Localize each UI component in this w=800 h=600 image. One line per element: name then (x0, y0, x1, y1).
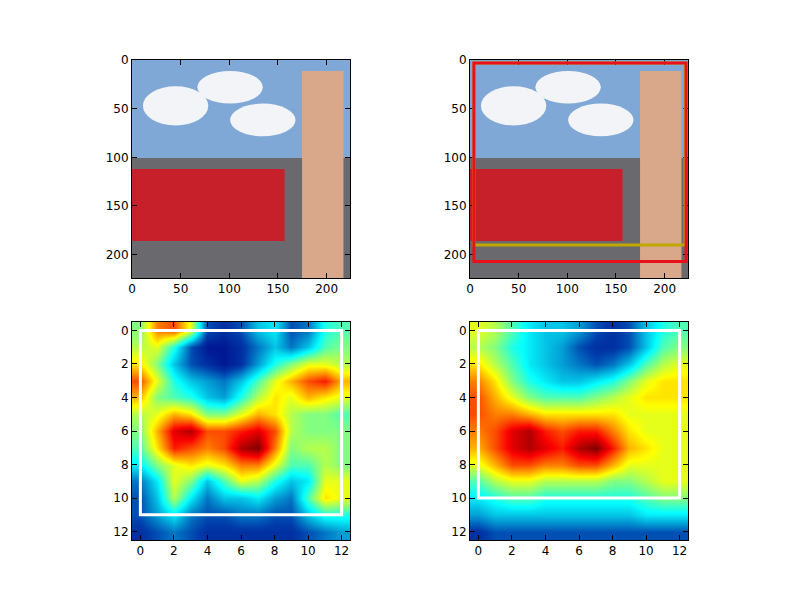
svg-text:6: 6 (237, 544, 245, 558)
svg-text:0: 0 (459, 53, 467, 67)
svg-text:2: 2 (459, 357, 467, 371)
svg-text:10: 10 (113, 491, 128, 505)
svg-text:150: 150 (605, 282, 628, 296)
svg-text:50: 50 (113, 102, 128, 116)
svg-text:100: 100 (556, 282, 579, 296)
svg-text:4: 4 (542, 544, 550, 558)
svg-text:100: 100 (218, 282, 241, 296)
svg-text:8: 8 (121, 458, 129, 472)
svg-text:50: 50 (173, 282, 188, 296)
svg-text:12: 12 (672, 544, 687, 558)
svg-text:200: 200 (444, 248, 467, 262)
svg-text:8: 8 (609, 544, 617, 558)
svg-text:0: 0 (121, 324, 129, 338)
svg-text:50: 50 (511, 282, 526, 296)
svg-text:2: 2 (508, 544, 516, 558)
svg-text:4: 4 (204, 544, 212, 558)
svg-text:8: 8 (271, 544, 279, 558)
svg-text:0: 0 (475, 544, 483, 558)
svg-text:200: 200 (315, 282, 338, 296)
svg-text:0: 0 (459, 324, 467, 338)
svg-text:100: 100 (106, 151, 129, 165)
svg-text:150: 150 (267, 282, 290, 296)
svg-text:150: 150 (106, 199, 129, 213)
svg-text:4: 4 (459, 391, 467, 405)
svg-text:10: 10 (638, 544, 653, 558)
svg-text:6: 6 (459, 424, 467, 438)
svg-text:4: 4 (121, 391, 129, 405)
svg-text:2: 2 (170, 544, 178, 558)
svg-text:150: 150 (444, 199, 467, 213)
svg-text:100: 100 (444, 151, 467, 165)
svg-text:0: 0 (128, 282, 136, 296)
svg-text:6: 6 (121, 424, 129, 438)
svg-text:2: 2 (121, 357, 129, 371)
svg-text:200: 200 (106, 248, 129, 262)
svg-text:10: 10 (300, 544, 315, 558)
svg-text:8: 8 (459, 458, 467, 472)
svg-text:0: 0 (466, 282, 474, 296)
svg-text:0: 0 (121, 53, 129, 67)
svg-text:12: 12 (113, 525, 128, 539)
svg-text:12: 12 (334, 544, 349, 558)
svg-text:200: 200 (653, 282, 676, 296)
svg-text:12: 12 (451, 525, 466, 539)
svg-text:50: 50 (451, 102, 466, 116)
svg-text:10: 10 (451, 491, 466, 505)
svg-text:0: 0 (137, 544, 145, 558)
svg-text:6: 6 (575, 544, 583, 558)
